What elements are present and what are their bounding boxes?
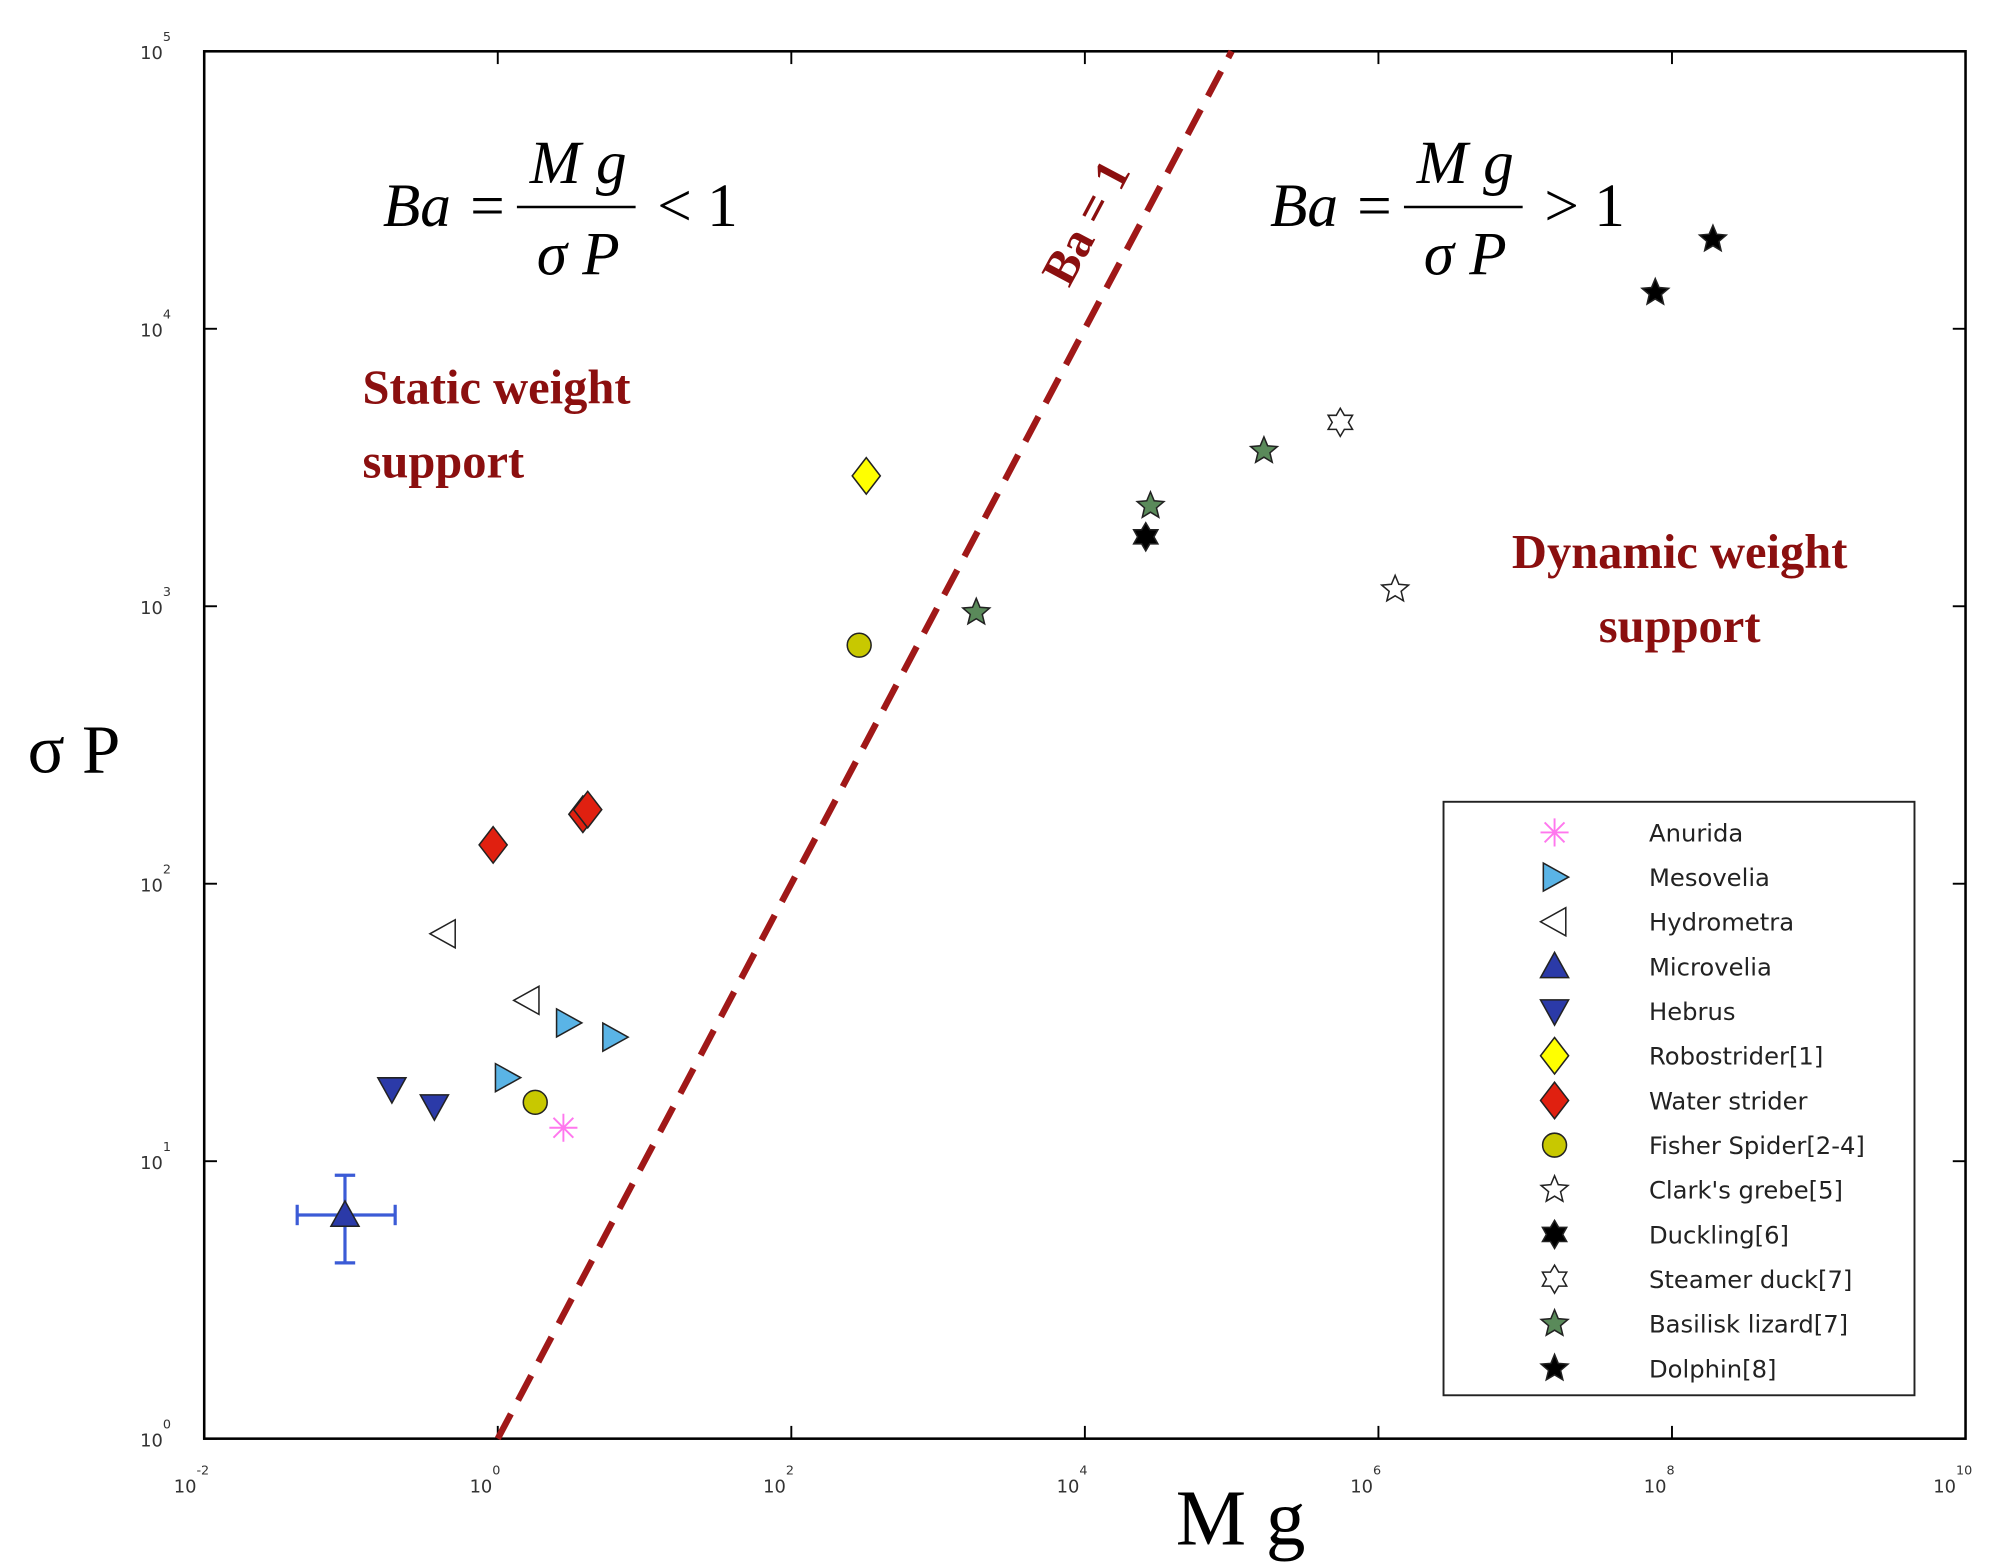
marker <box>420 1095 448 1120</box>
formula-numerator: M g <box>529 129 627 197</box>
legend-label: Basilisk lizard[7] <box>1649 1310 1848 1339</box>
x-tick-label: 104 <box>1057 1463 1088 1497</box>
legend-label: Water strider <box>1649 1086 1808 1115</box>
y-tick-exponent: 2 <box>163 863 171 878</box>
marker <box>603 1023 628 1051</box>
marker <box>1251 437 1278 462</box>
legend-label: Microvelia <box>1649 952 1772 981</box>
y-tick-label: 101 <box>140 1140 171 1174</box>
legend-label: Hydrometra <box>1649 908 1794 937</box>
marker <box>1134 523 1158 551</box>
x-tick-base: 10 <box>470 1476 493 1497</box>
marker <box>495 1064 520 1092</box>
chart: σ P M g 10-21001021041061081010100101102… <box>0 0 2000 1564</box>
y-tick-exponent: 1 <box>163 1140 171 1155</box>
legend-marker <box>1541 818 1569 846</box>
x-tick-exponent: 10 <box>1956 1463 1972 1478</box>
marker <box>963 598 990 623</box>
marker <box>852 458 880 495</box>
formula-numerator: M g <box>1416 129 1514 197</box>
y-tick-label: 105 <box>140 30 171 64</box>
x-tick-base: 10 <box>1644 1476 1667 1497</box>
x-tick-exponent: 2 <box>786 1463 794 1478</box>
y-tick-base: 10 <box>140 43 163 64</box>
legend-label: Fisher Spider[2-4] <box>1649 1131 1865 1160</box>
x-tick-exponent: 6 <box>1373 1463 1381 1478</box>
marker <box>1382 575 1409 600</box>
static-label: Static weight <box>362 362 630 415</box>
marker <box>378 1078 406 1103</box>
legend-marker <box>1543 1133 1567 1157</box>
y-tick-label: 102 <box>140 863 171 897</box>
marker <box>430 920 455 948</box>
marker <box>549 1114 577 1142</box>
formula-lhs: Ba = <box>1270 172 1395 240</box>
x-tick-exponent: 0 <box>492 1463 500 1478</box>
legend-label: Robostrider[1] <box>1649 1042 1823 1071</box>
y-tick-exponent: 5 <box>163 30 171 45</box>
y-tick-exponent: 3 <box>163 585 171 600</box>
reference-line-label: Ba = 1 <box>1032 152 1141 294</box>
marker <box>1642 279 1669 304</box>
y-tick-base: 10 <box>140 1153 163 1174</box>
x-tick-label: 102 <box>763 1463 794 1497</box>
y-tick-base: 10 <box>140 598 163 619</box>
x-tick-label: 100 <box>470 1463 501 1497</box>
marker <box>557 1009 582 1037</box>
marker <box>514 986 539 1014</box>
x-tick-label: 106 <box>1350 1463 1381 1497</box>
marker <box>1328 408 1352 436</box>
marker <box>523 1090 547 1114</box>
x-tick-exponent: 4 <box>1079 1463 1087 1478</box>
marker <box>1700 225 1727 250</box>
legend-label: Mesovelia <box>1649 863 1770 892</box>
legend-label: Clark's grebe[5] <box>1649 1176 1843 1205</box>
marker <box>479 827 507 864</box>
legend-label: Duckling[6] <box>1649 1220 1789 1249</box>
legend-label: Dolphin[8] <box>1649 1354 1776 1383</box>
y-tick-base: 10 <box>140 320 163 341</box>
x-axis-label: M g <box>1176 1475 1306 1563</box>
formula-denominator: σ P <box>537 221 620 289</box>
x-tick-exponent: 8 <box>1667 1463 1675 1478</box>
y-tick-exponent: 4 <box>163 308 171 323</box>
dynamic-label: support <box>1599 600 1761 653</box>
y-tick-base: 10 <box>140 875 163 896</box>
x-tick-label: 10-2 <box>174 1463 209 1497</box>
legend-label: Steamer duck[7] <box>1649 1265 1852 1294</box>
y-tick-label: 100 <box>140 1417 171 1451</box>
formula-denominator: σ P <box>1424 221 1507 289</box>
page: {"chart_data": { "type": "scatter", "x_l… <box>0 0 2000 1564</box>
marker <box>847 633 871 657</box>
x-tick-label: 1010 <box>1933 1463 1972 1497</box>
legend-label: Hebrus <box>1649 997 1736 1026</box>
x-tick-exponent: -2 <box>196 1463 209 1478</box>
formula-relation: < 1 <box>657 172 737 240</box>
static-label: support <box>362 436 524 489</box>
x-tick-base: 10 <box>1350 1476 1373 1497</box>
y-tick-exponent: 0 <box>163 1417 171 1432</box>
legend-label: Anurida <box>1649 818 1743 847</box>
x-tick-base: 10 <box>174 1476 197 1497</box>
x-tick-base: 10 <box>1933 1476 1956 1497</box>
y-tick-label: 103 <box>140 585 171 619</box>
x-tick-base: 10 <box>1057 1476 1080 1497</box>
x-tick-base: 10 <box>763 1476 786 1497</box>
dynamic-label: Dynamic weight <box>1512 526 1847 579</box>
y-axis-label: σ P <box>28 711 121 787</box>
y-tick-base: 10 <box>140 1430 163 1451</box>
formula-relation: > 1 <box>1544 172 1624 240</box>
y-tick-label: 104 <box>140 308 171 342</box>
formula-lhs: Ba = <box>383 172 508 240</box>
x-tick-label: 108 <box>1644 1463 1675 1497</box>
marker <box>1137 492 1164 517</box>
